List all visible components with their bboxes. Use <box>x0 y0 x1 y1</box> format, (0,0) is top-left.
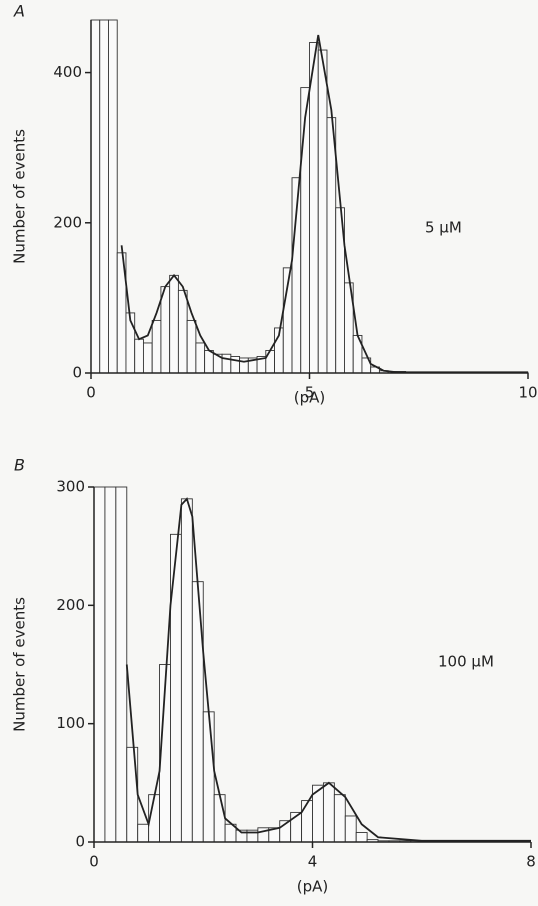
histogram-bar <box>195 342 206 374</box>
histogram-bar <box>355 832 368 843</box>
histogram-bar <box>322 782 335 843</box>
histogram-bar <box>186 319 197 374</box>
fit-curve <box>125 497 531 842</box>
histogram-bar <box>317 49 328 374</box>
histogram-bar <box>134 338 144 374</box>
histogram-bar <box>108 19 118 374</box>
histogram-bar <box>99 19 109 374</box>
histogram-bar <box>180 498 193 843</box>
histogram-bar <box>104 486 117 843</box>
y-tick-label: 200 <box>56 596 85 614</box>
histogram-bar <box>93 486 106 843</box>
histogram-bar <box>301 800 313 843</box>
y-tick-label: 200 <box>53 213 82 231</box>
histogram-bar <box>202 711 215 843</box>
annotation: 5 µM <box>425 219 462 237</box>
y-tick-label: 300 <box>56 478 85 496</box>
histogram-bar <box>204 350 214 374</box>
histogram-bar <box>333 794 346 843</box>
histogram-bar <box>126 746 139 843</box>
x-tick-label: 4 <box>308 853 318 871</box>
annotation: 100 µM <box>438 653 494 671</box>
histogram-bar <box>137 823 150 843</box>
x-axis-label: (pA) <box>294 389 326 407</box>
histogram-bar <box>300 87 310 374</box>
y-tick-label: 100 <box>56 714 85 732</box>
histogram-bar <box>169 274 179 374</box>
histogram-bar <box>191 581 204 843</box>
x-axis-label: (pA) <box>297 878 329 896</box>
fit-curve <box>120 34 528 374</box>
y-axis-label: Number of events <box>11 129 29 264</box>
histogram-bar <box>177 289 188 374</box>
histogram-bar <box>142 342 153 374</box>
histogram-bar <box>115 486 128 843</box>
histogram-bar <box>309 42 319 374</box>
y-tick-label: 0 <box>75 833 85 851</box>
histogram-bar <box>221 353 232 374</box>
histogram-bar <box>326 117 337 374</box>
histogram-bar <box>160 286 171 374</box>
y-axis-label: Number of events <box>11 597 29 732</box>
panel-label: A <box>13 2 25 21</box>
histogram-bar <box>90 19 101 374</box>
histogram-bar <box>239 357 249 374</box>
x-tick-label: 8 <box>526 853 536 871</box>
histogram-bar <box>344 815 357 843</box>
histogram-bar <box>151 319 162 374</box>
panel-label: B <box>14 456 25 475</box>
x-tick-label: 10 <box>518 384 537 402</box>
y-tick-label: 0 <box>72 364 82 382</box>
histogram-bar <box>213 794 226 843</box>
x-tick-label: 0 <box>89 853 99 871</box>
x-tick-label: 0 <box>86 384 96 402</box>
histogram-bar <box>265 350 275 374</box>
y-tick-label: 400 <box>53 63 82 81</box>
histogram-bar <box>170 533 182 843</box>
x-tick-label: 5 <box>305 384 315 402</box>
